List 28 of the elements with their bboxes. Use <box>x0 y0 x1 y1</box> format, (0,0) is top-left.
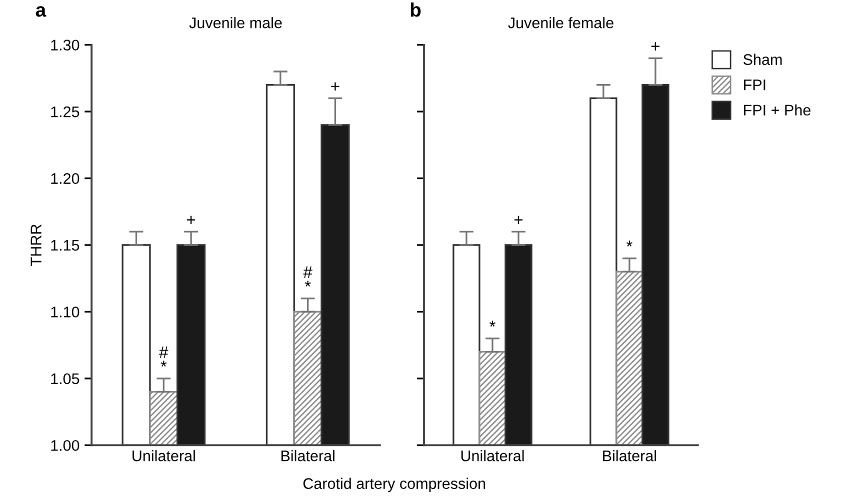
text: a <box>36 6 46 17</box>
y-tick-label: 1.00 <box>51 440 80 451</box>
data-label: + <box>514 216 523 224</box>
data-label: + <box>331 82 340 91</box>
y-tick-label: 1.05 <box>51 373 80 384</box>
y-tick-label: 1.20 <box>51 173 80 184</box>
y-tick-label: 1.15 <box>51 240 80 251</box>
x-tick-label: Bilateral <box>281 450 334 462</box>
x-tick-label: Unilateral <box>461 450 524 462</box>
data-label: # * <box>159 346 168 367</box>
data-label: # * <box>303 266 312 287</box>
data-label: * <box>490 320 496 327</box>
y-axis-title: THRR <box>30 224 42 266</box>
x-axis-title: Carotid artery compression <box>303 478 486 492</box>
x-tick-label: Bilateral <box>603 450 656 462</box>
y-tick-label: 1.10 <box>51 306 80 318</box>
chart-title: Juvenile female <box>508 17 614 28</box>
legend-label: FPI <box>744 80 766 90</box>
data-label: + <box>651 42 660 50</box>
x-tick-label: Unilateral <box>132 450 195 462</box>
chart-title: Juvenile male <box>189 17 282 28</box>
y-tick-label: 1.25 <box>51 106 80 118</box>
legend-label: Sham <box>743 54 782 65</box>
legend-label: FPI + Phe <box>744 104 810 116</box>
data-label: * <box>626 240 632 247</box>
y-tick-label: 1.30 <box>51 40 80 51</box>
text: b <box>410 2 421 17</box>
data-label: + <box>187 216 196 224</box>
